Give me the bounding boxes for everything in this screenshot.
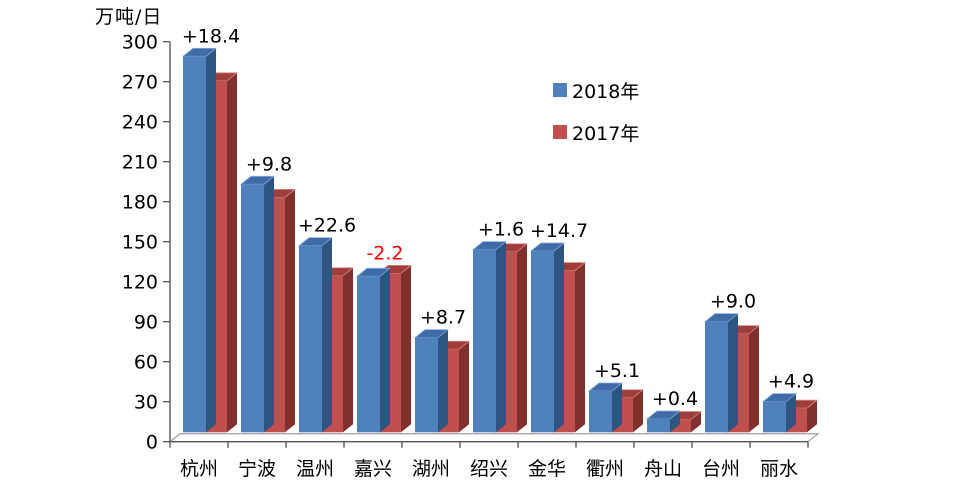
- y-tick-label-30: 30: [134, 392, 158, 414]
- bar-2018-c2-side: [322, 237, 332, 433]
- bar-2018-c0: [183, 56, 206, 433]
- y-tick-label-300: 300: [122, 32, 158, 54]
- bar-2018-c9-side: [728, 313, 738, 433]
- x-label-c8: 舟山: [644, 458, 682, 480]
- x-label-c10: 丽水: [760, 458, 798, 480]
- annotation-c8: +0.4: [652, 388, 698, 410]
- legend-label-2017: 2017年: [572, 122, 640, 145]
- bar-2017-c9-side: [749, 325, 759, 433]
- x-label-c4: 湖州: [412, 458, 450, 480]
- bar-2017-c2-side: [343, 267, 353, 433]
- bar-2017-c7-side: [633, 389, 643, 433]
- bar-2018-c5-side: [496, 241, 506, 433]
- legend-label-2018: 2018年: [572, 80, 640, 103]
- y-axis-title: 万吨/日: [95, 6, 163, 28]
- bar-2018-c10-side: [786, 393, 796, 433]
- y-tick-label-210: 210: [122, 152, 158, 174]
- bar-2018-c6: [531, 250, 554, 433]
- legend-swatch-2018-icon: [553, 83, 567, 97]
- y-tick-label-180: 180: [122, 192, 158, 214]
- annotation-c10: +4.9: [768, 371, 814, 393]
- y-tick-label-120: 120: [122, 272, 158, 294]
- chart-floor: [168, 433, 820, 443]
- bar-2018-c7-side: [612, 382, 622, 433]
- annotation-c0: +18.4: [182, 25, 240, 47]
- bar-2018-c4: [415, 337, 438, 433]
- annotation-c1: +9.8: [246, 153, 292, 175]
- x-label-c5: 绍兴: [470, 458, 508, 480]
- bar-2018-c10: [763, 401, 786, 433]
- x-label-c3: 嘉兴: [354, 458, 392, 480]
- y-tick-label-270: 270: [122, 72, 158, 94]
- bar-2017-c10-side: [807, 400, 817, 433]
- annotation-c4: +8.7: [420, 307, 466, 329]
- legend: 2018年 2017年: [553, 80, 639, 164]
- annotation-c5: +1.6: [478, 219, 524, 241]
- annotation-c7: +5.1: [594, 360, 640, 382]
- legend-item-2018: 2018年: [553, 80, 639, 103]
- bar-2018-c7: [589, 390, 612, 433]
- x-label-c6: 金华: [528, 458, 566, 480]
- bar-2017-c1-side: [285, 189, 295, 433]
- x-label-c0: 杭州: [180, 458, 218, 480]
- annotation-c6: +14.7: [530, 220, 588, 242]
- x-label-c9: 台州: [702, 458, 740, 480]
- bar-2018-c3: [357, 276, 380, 433]
- bar-2017-c3-side: [401, 265, 411, 433]
- bar-2018-c5: [473, 249, 496, 433]
- x-label-c2: 温州: [296, 458, 334, 480]
- bar-2018-c8: [647, 418, 670, 433]
- annotation-c9: +9.0: [710, 291, 756, 313]
- bar-2018-c3-side: [380, 268, 390, 433]
- bar-2018-c1: [241, 184, 264, 433]
- annotation-c3: -2.2: [366, 242, 403, 264]
- x-label-c7: 衢州: [586, 458, 624, 480]
- bar-2017-c5-side: [517, 243, 527, 433]
- y-tick-label-240: 240: [122, 112, 158, 134]
- legend-swatch-2017-icon: [553, 125, 567, 139]
- bar-2018-c8-side: [670, 410, 680, 433]
- bar-2018-c9: [705, 321, 728, 433]
- y-tick-label-60: 60: [134, 352, 158, 374]
- annotation-c2: +22.6: [298, 215, 356, 237]
- bar-2017-c0-side: [227, 72, 237, 433]
- bar-2018-c6-side: [554, 242, 564, 433]
- bar-2018-c4-side: [438, 329, 448, 433]
- y-tick-label-0: 0: [146, 432, 158, 454]
- bar-2017-c4-side: [459, 341, 469, 433]
- x-label-c1: 宁波: [238, 458, 276, 480]
- bar-2017-c8-side: [691, 411, 701, 433]
- bar-2017-c6-side: [575, 262, 585, 433]
- bar-2018-c0-side: [206, 48, 216, 433]
- legend-item-2017: 2017年: [553, 122, 639, 145]
- bar-2018-c2: [299, 245, 322, 433]
- x-tick-marks: [169, 441, 809, 448]
- y-tick-label-150: 150: [122, 232, 158, 254]
- y-tick-label-90: 90: [134, 312, 158, 334]
- bar-2018-c1-side: [264, 176, 274, 433]
